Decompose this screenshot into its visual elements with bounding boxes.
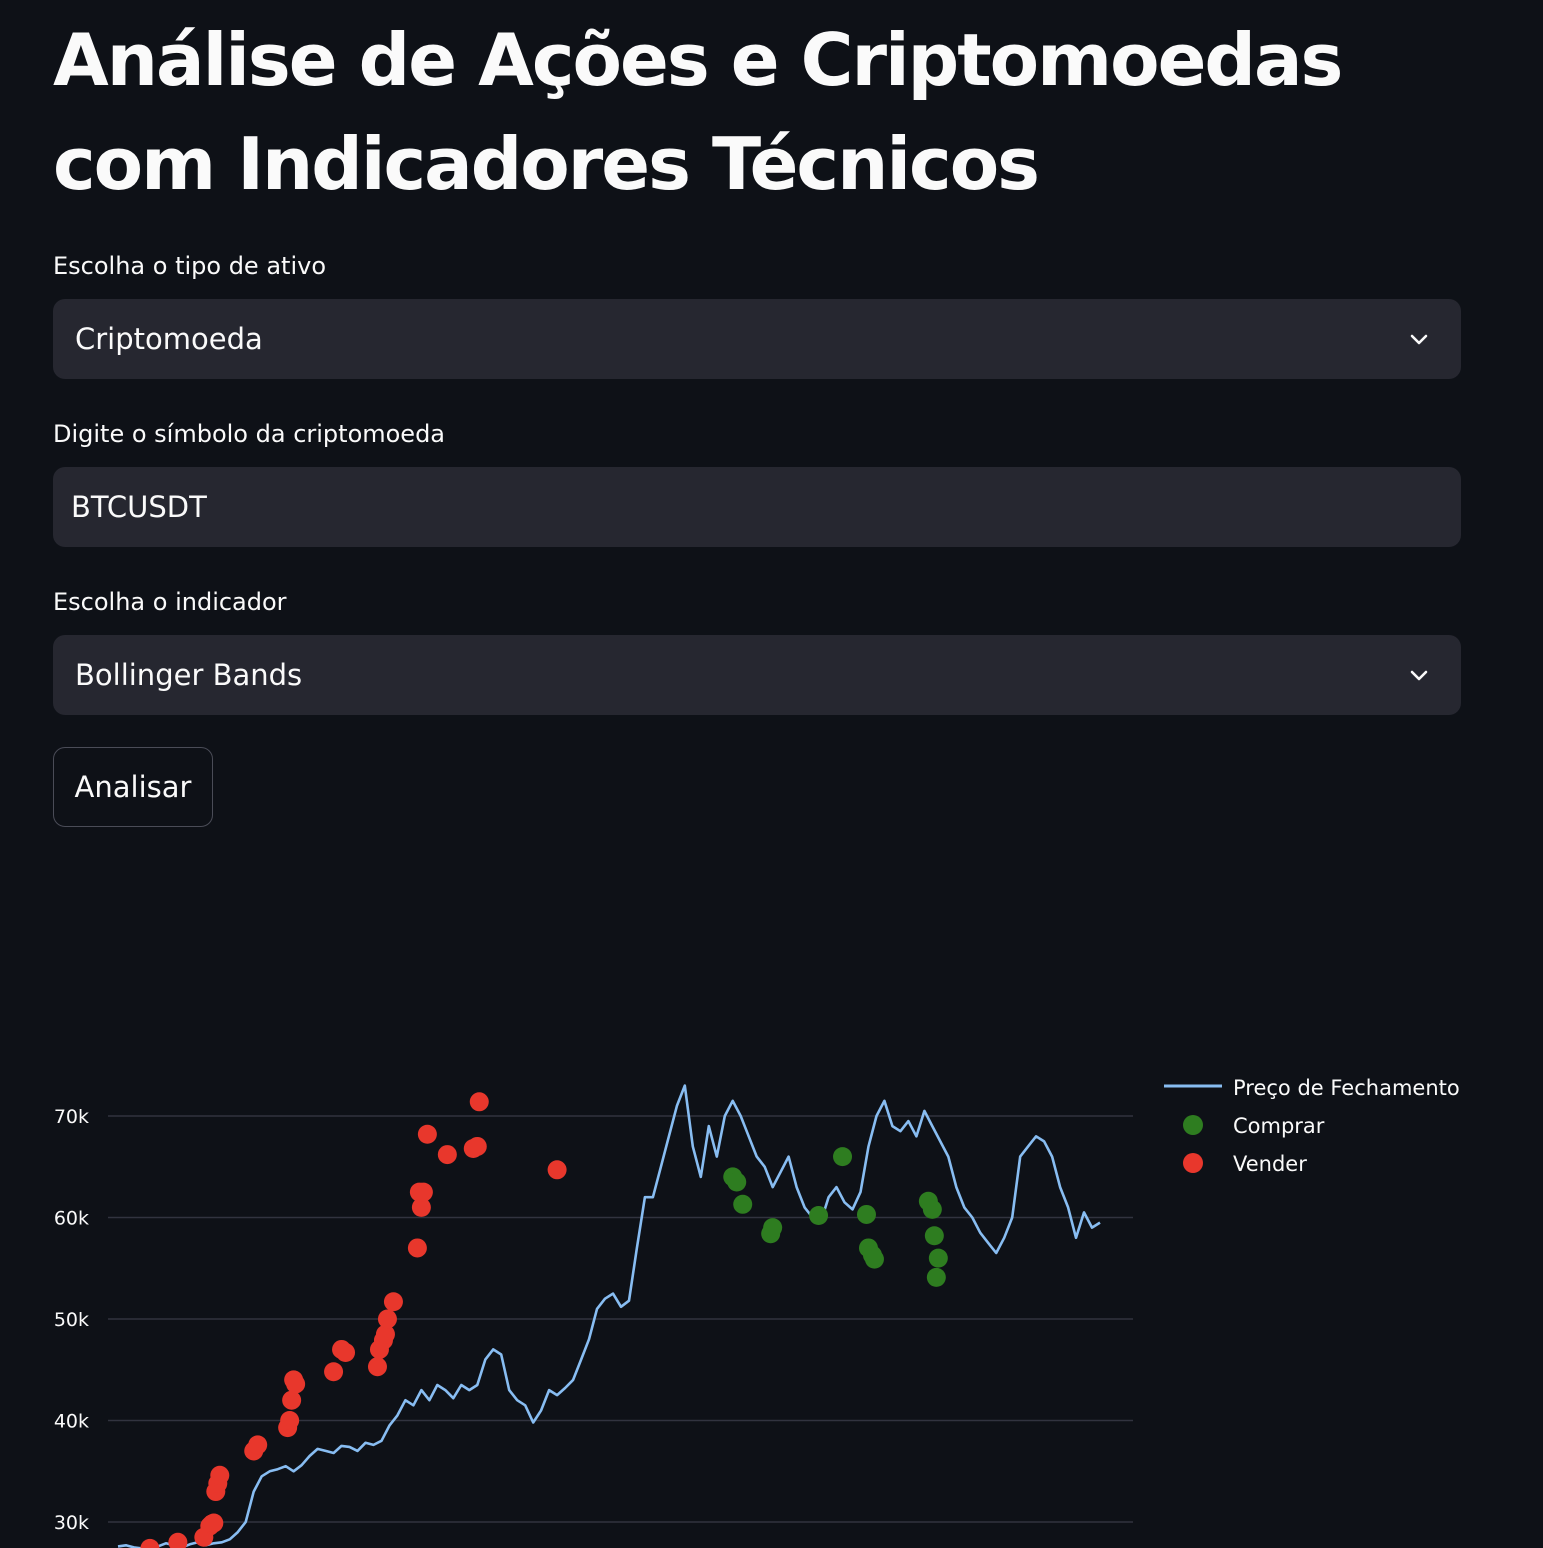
buy-marker <box>833 1147 853 1167</box>
sell-marker <box>467 1136 487 1156</box>
y-tick-label: 70k <box>54 1106 89 1128</box>
buy-marker <box>856 1204 876 1224</box>
y-tick-label: 40k <box>54 1411 89 1433</box>
price-line-series <box>117 1084 1101 1548</box>
legend-label: Preço de Fechamento <box>1233 1076 1460 1100</box>
sell-marker <box>407 1238 427 1258</box>
legend-label: Comprar <box>1233 1114 1325 1138</box>
legend-label: Vender <box>1233 1152 1307 1176</box>
buy-marker <box>928 1248 948 1268</box>
y-tick-label: 50k <box>54 1309 89 1331</box>
buy-marker <box>809 1205 829 1225</box>
sell-marker <box>417 1124 437 1144</box>
chart-grid <box>108 1115 1133 1523</box>
legend-sell-swatch <box>1183 1153 1203 1173</box>
price-line-layer <box>117 1084 1101 1548</box>
sell-marker <box>282 1390 302 1410</box>
sell-marker <box>383 1292 403 1312</box>
buy-marker <box>922 1199 942 1219</box>
y-tick-label: 30k <box>54 1512 89 1534</box>
sell-marker <box>375 1324 395 1344</box>
sell-marker <box>204 1513 224 1533</box>
sell-marker <box>336 1342 356 1362</box>
sell-marker <box>210 1465 230 1485</box>
analyze-button[interactable]: Analisar <box>53 747 213 827</box>
sell-marker <box>437 1145 457 1165</box>
asset-type-select[interactable]: Criptomoeda <box>53 299 1461 379</box>
chevron-down-icon <box>1399 655 1439 695</box>
signal-markers-layer <box>140 1092 948 1548</box>
sell-marker <box>286 1374 306 1394</box>
buy-marker <box>733 1194 753 1214</box>
indicator-value: Bollinger Bands <box>75 658 303 692</box>
page-title: Análise de Ações e Criptomoedas com Indi… <box>53 18 1343 206</box>
chart-legend: Preço de Fechamento Comprar Vender <box>1164 1076 1460 1176</box>
sell-marker <box>469 1092 489 1112</box>
buy-marker <box>864 1249 884 1269</box>
buy-marker <box>924 1226 944 1246</box>
sell-marker <box>280 1411 300 1430</box>
buy-marker <box>926 1267 946 1287</box>
symbol-value: BTCUSDT <box>71 490 207 524</box>
sell-marker <box>168 1532 188 1548</box>
symbol-label: Digite o símbolo da criptomoeda <box>53 420 446 448</box>
y-tick-label: 60k <box>54 1208 89 1230</box>
buy-marker <box>763 1218 783 1238</box>
sell-marker <box>547 1160 567 1180</box>
sell-marker <box>367 1357 387 1377</box>
sell-marker <box>140 1538 160 1548</box>
chevron-down-icon <box>1399 319 1439 359</box>
buy-marker <box>727 1172 747 1192</box>
indicator-label: Escolha o indicador <box>53 588 287 616</box>
sell-marker <box>324 1362 344 1382</box>
sell-marker <box>411 1197 431 1217</box>
indicator-select[interactable]: Bollinger Bands <box>53 635 1461 715</box>
sell-marker <box>377 1309 397 1329</box>
y-axis-ticks: 30k 40k 50k 60k 70k <box>54 1106 89 1534</box>
asset-type-value: Criptomoeda <box>75 322 263 356</box>
symbol-input[interactable]: BTCUSDT <box>53 467 1461 547</box>
legend-buy-swatch <box>1183 1115 1203 1135</box>
price-chart: 30k 40k 50k 60k 70k Preço de Fechamento Compr… <box>54 1076 1460 1548</box>
sell-marker <box>248 1435 268 1455</box>
asset-type-label: Escolha o tipo de ativo <box>53 252 326 280</box>
sell-marker <box>413 1182 433 1202</box>
